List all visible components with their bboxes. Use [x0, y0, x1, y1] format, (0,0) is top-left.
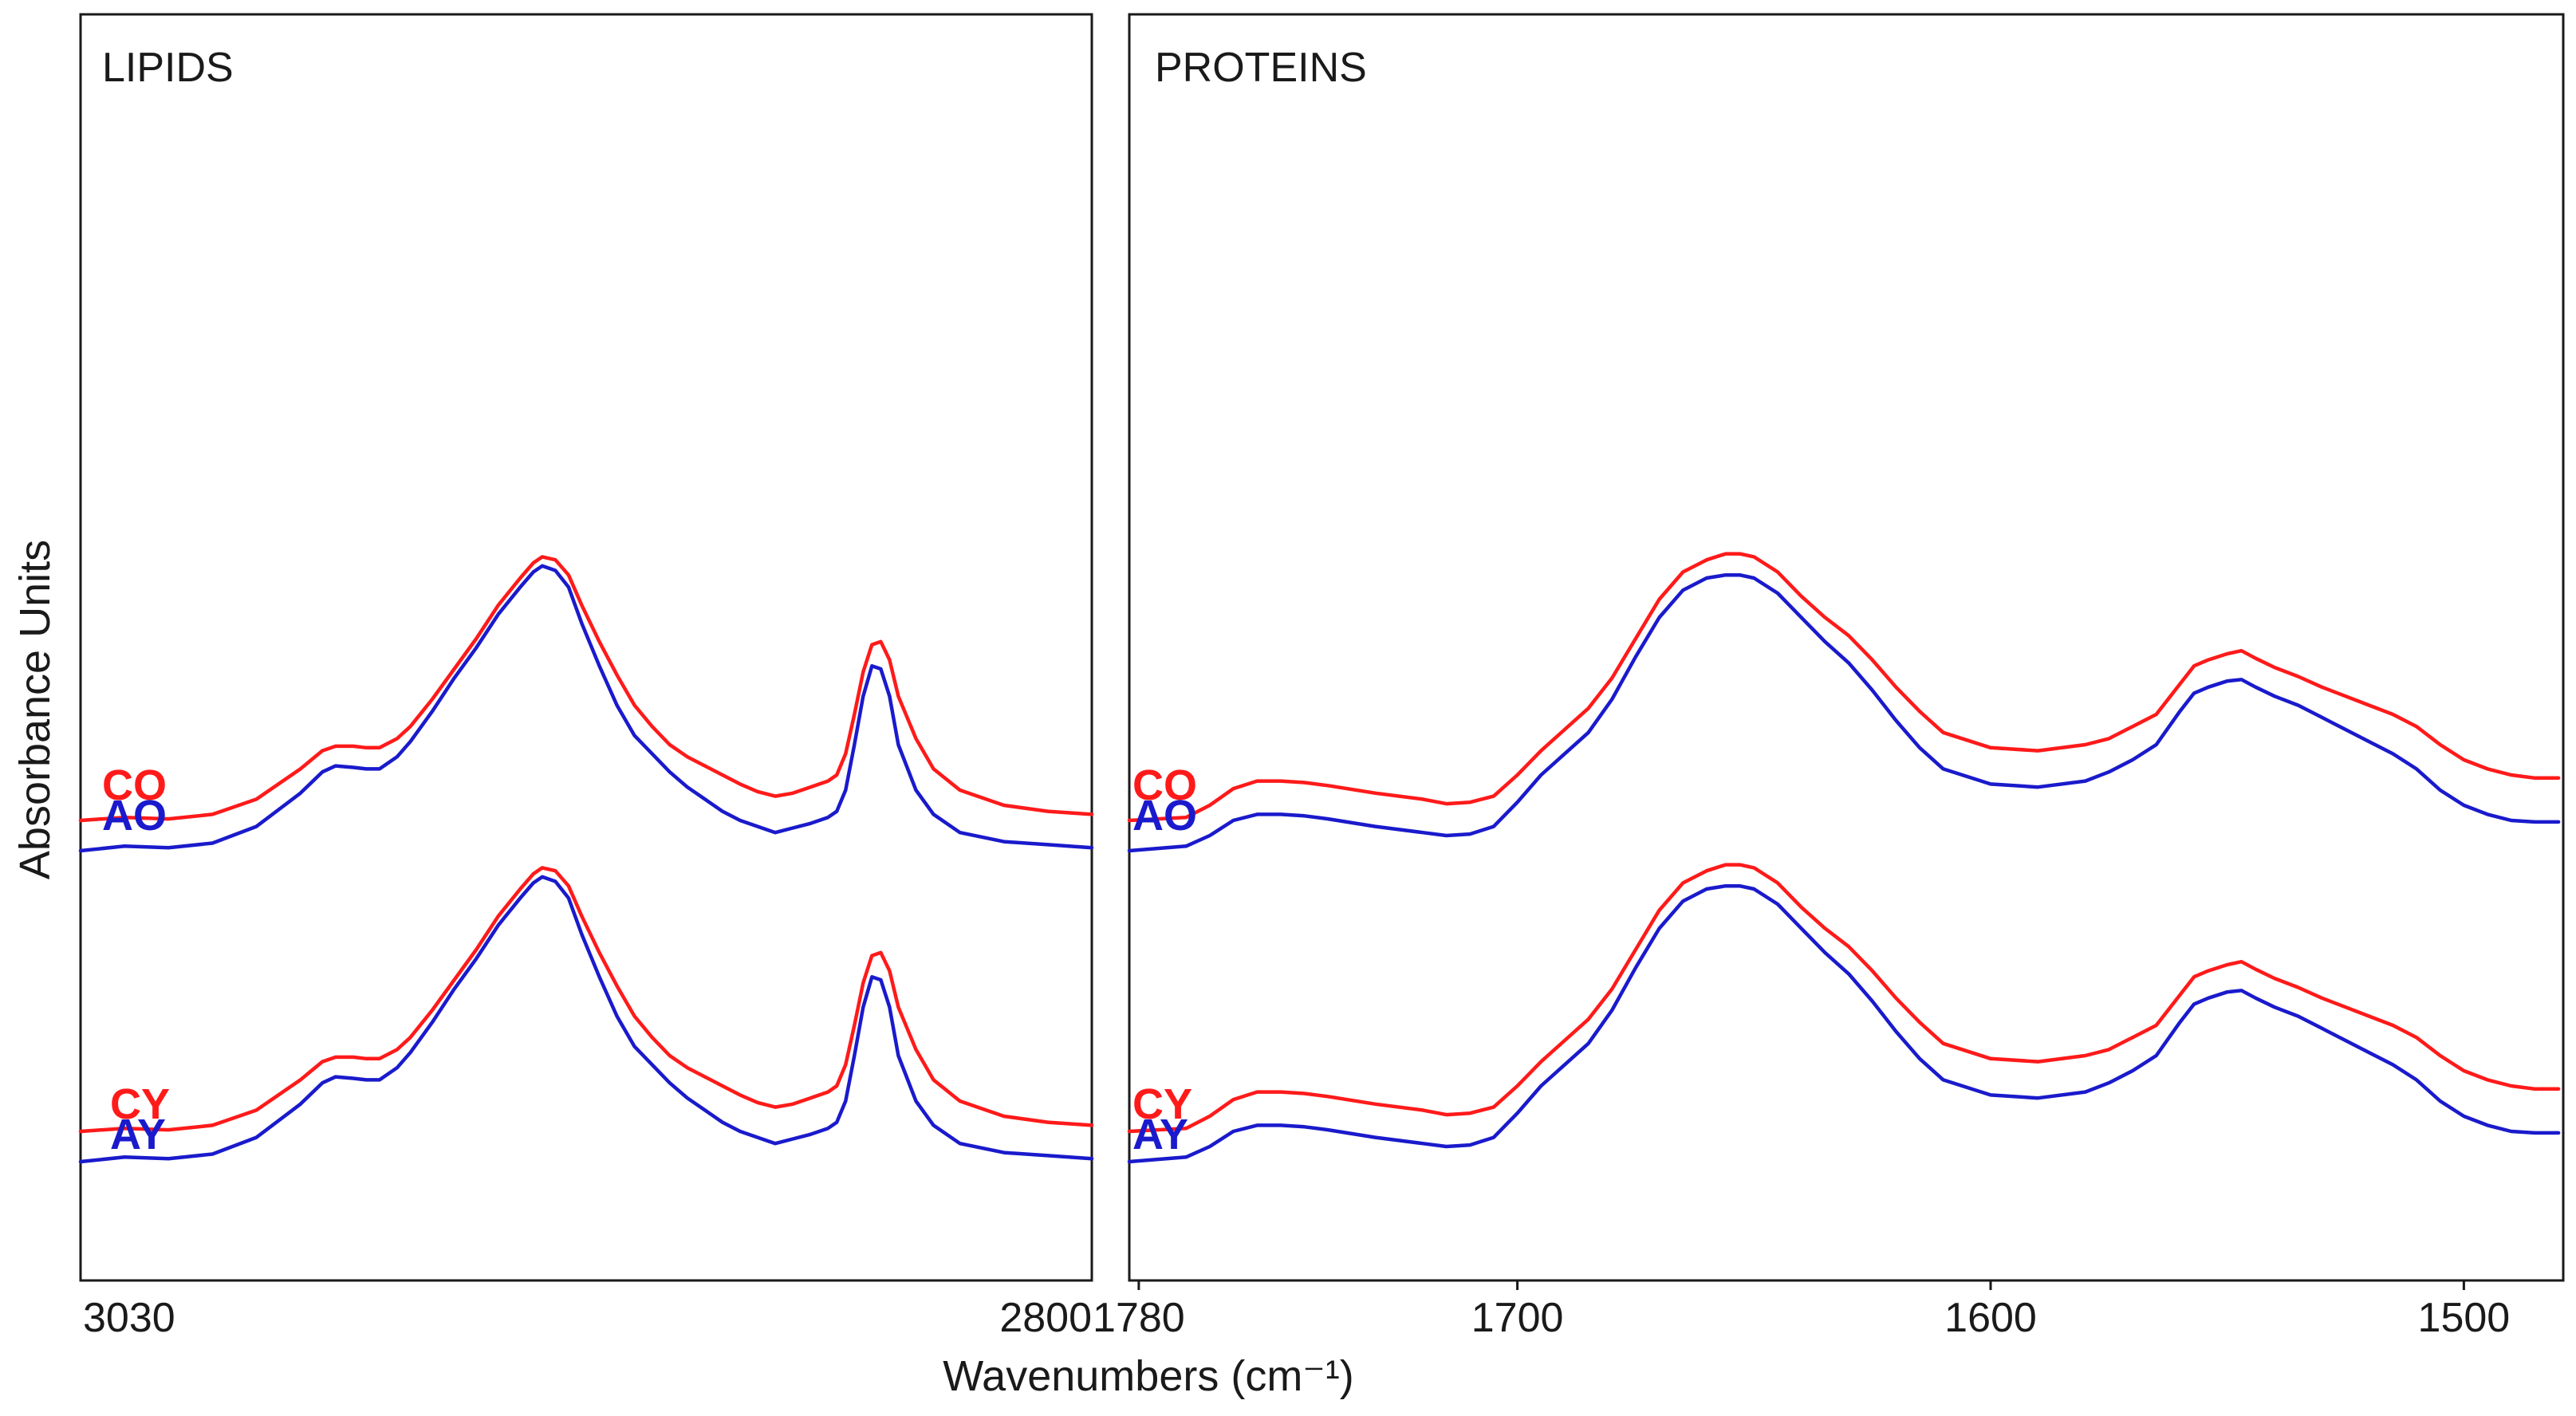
panel-lipids-frame	[79, 13, 1093, 1282]
proteins-tick-label-1780: 1780	[1093, 1295, 1185, 1341]
proteins-trace-ao	[1127, 572, 2561, 853]
proteins-series-label-cy: CY	[1132, 1080, 1192, 1128]
lipids-series-label-cy: CY	[110, 1080, 170, 1128]
proteins-tick-label-1500: 1500	[2418, 1295, 2511, 1341]
proteins-trace-cy	[1127, 863, 2561, 1134]
panel-proteins-x-ticks: 1780 1700 1600 1500	[1093, 1280, 2510, 1341]
panel-proteins-traces	[1127, 552, 2561, 1164]
proteins-tick-label-1600: 1600	[1944, 1295, 2037, 1341]
proteins-series-label-ay: AY	[1132, 1111, 1188, 1158]
lipids-trace-ao	[78, 564, 1094, 853]
panel-proteins-title: PROTEINS	[1155, 45, 1367, 91]
proteins-trace-co	[1127, 552, 2561, 823]
proteins-tick-label-1700: 1700	[1471, 1295, 1564, 1341]
proteins-trace-ay	[1127, 883, 2561, 1164]
x-axis-title: Wavenumbers (cm⁻¹)	[943, 1352, 1354, 1400]
lipids-trace-cy	[78, 866, 1094, 1134]
lipids-tick-label-2800: 2800	[999, 1295, 1092, 1341]
lipids-series-label-ay: AY	[110, 1111, 166, 1158]
lipids-trace-co	[78, 555, 1094, 823]
panel-lipids-title: LIPIDS	[102, 45, 234, 91]
proteins-series-label-co: CO	[1132, 761, 1197, 809]
panel-lipids-x-ticks: 3030 2800	[83, 1295, 1092, 1341]
y-axis-title: Absorbance Units	[11, 540, 59, 879]
lipids-series-label-ao: AO	[102, 792, 167, 840]
proteins-series-label-ao: AO	[1132, 792, 1197, 840]
lipids-tick-label-3030: 3030	[83, 1295, 175, 1341]
lipids-series-label-co: CO	[102, 761, 167, 809]
panel-lipids-traces	[78, 555, 1094, 1164]
panel-proteins-frame	[1128, 13, 2565, 1282]
lipids-trace-ay	[78, 875, 1094, 1164]
